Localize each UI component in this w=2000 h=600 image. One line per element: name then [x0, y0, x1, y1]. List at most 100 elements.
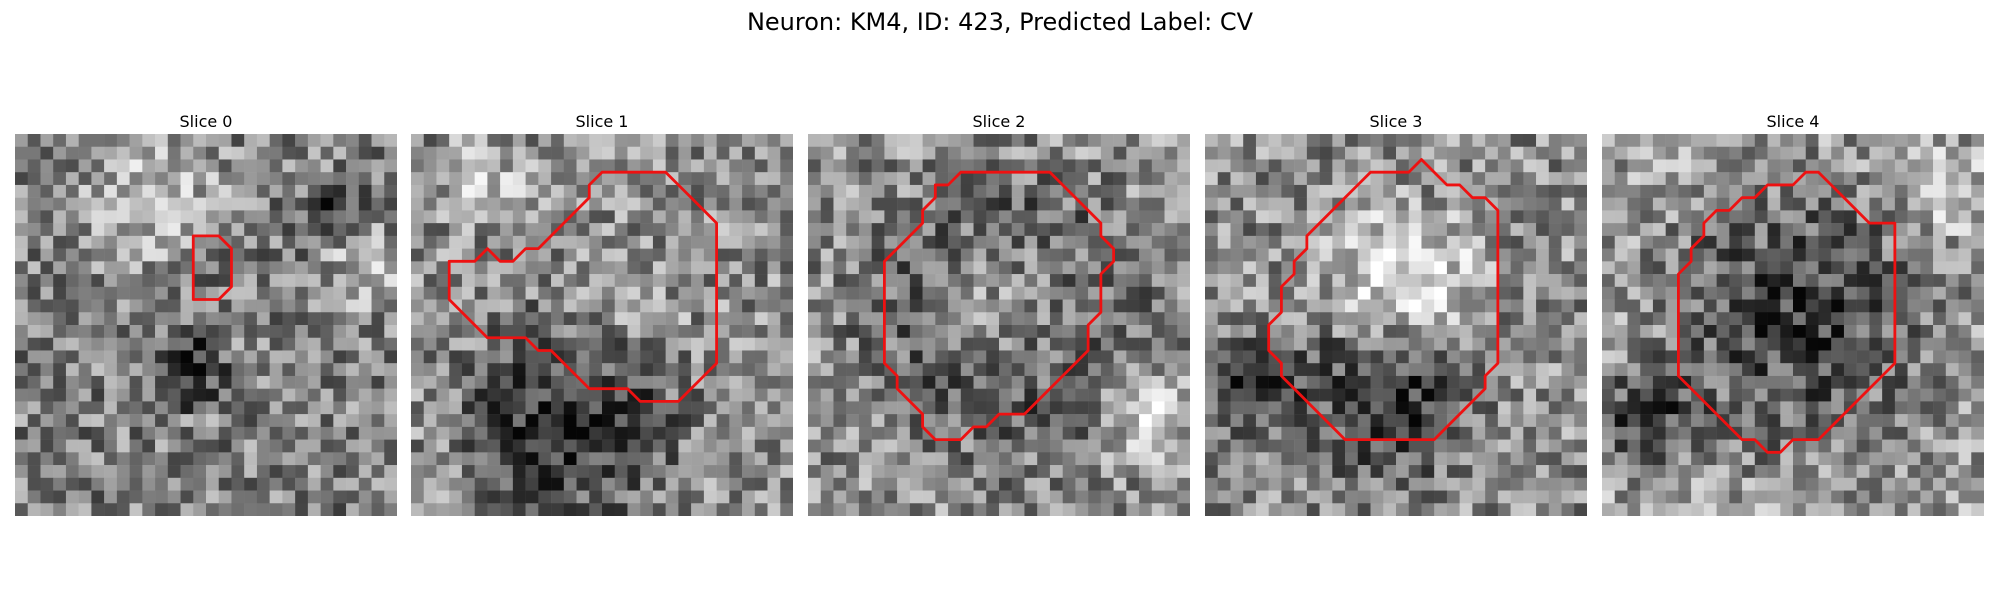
pixel: [1497, 274, 1511, 288]
pixel: [512, 184, 526, 198]
pixel: [1767, 248, 1781, 262]
pixel: [218, 350, 232, 364]
pixel: [1037, 210, 1051, 224]
pixel: [1703, 235, 1717, 249]
pixel: [474, 210, 488, 224]
pixel: [307, 159, 321, 173]
pixel: [1126, 210, 1140, 224]
pixel: [1780, 503, 1794, 516]
pixel: [1574, 439, 1587, 453]
pixel: [960, 363, 974, 377]
pixel: [1523, 172, 1537, 186]
pixel: [525, 388, 539, 402]
pixel: [563, 375, 577, 389]
pixel: [1574, 477, 1587, 491]
pixel: [15, 312, 28, 326]
pixel: [1281, 286, 1295, 300]
pixel: [384, 401, 397, 415]
pixel: [1113, 325, 1127, 338]
pixel: [1281, 477, 1295, 491]
pixel: [371, 363, 385, 377]
pixel: [1678, 223, 1692, 237]
pixel: [53, 210, 67, 224]
pixel: [1459, 477, 1473, 491]
pixel: [15, 363, 28, 377]
pixel: [884, 274, 898, 288]
pixel: [1100, 465, 1114, 479]
pixel: [231, 439, 245, 453]
pixel: [1062, 312, 1076, 326]
pixel: [640, 134, 654, 147]
pixel: [1907, 477, 1921, 491]
pixel: [282, 490, 296, 504]
pixel: [703, 159, 717, 173]
pixel: [1459, 375, 1473, 389]
pixel: [922, 375, 936, 389]
pixel: [652, 439, 666, 453]
pixel: [742, 401, 756, 415]
pixel: [1793, 146, 1806, 160]
pixel: [973, 337, 987, 351]
pixel: [1523, 375, 1537, 389]
pixel: [1920, 134, 1934, 147]
pixel: [999, 401, 1012, 415]
pixel: [1370, 312, 1384, 326]
pixel: [423, 477, 437, 491]
pixel: [320, 490, 334, 504]
pixel: [65, 503, 79, 516]
pixel: [678, 134, 692, 147]
pixel: [256, 426, 270, 440]
pixel: [652, 503, 666, 516]
pixel: [1793, 286, 1806, 300]
pixel: [1164, 388, 1178, 402]
pixel: [1958, 146, 1972, 160]
pixel: [244, 235, 258, 249]
pixel: [1243, 375, 1257, 389]
pixel: [525, 299, 539, 313]
pixel: [1602, 388, 1615, 402]
pixel: [973, 388, 987, 402]
pixel: [1652, 134, 1666, 147]
pixel: [1780, 401, 1794, 415]
pixel: [1151, 223, 1165, 237]
pixel: [665, 337, 679, 351]
pixel: [897, 503, 911, 516]
pixel: [1716, 465, 1730, 479]
pixel: [333, 248, 347, 262]
pixel: [1100, 503, 1114, 516]
pixel: [1640, 452, 1654, 466]
pixel: [15, 210, 28, 224]
pixel: [218, 197, 232, 211]
pixel: [65, 426, 79, 440]
pixel: [1703, 490, 1717, 504]
pixel: [307, 299, 321, 313]
pixel: [1217, 439, 1231, 453]
pixel: [1561, 197, 1575, 211]
pixel: [231, 375, 245, 389]
pixel: [282, 363, 296, 377]
pixel: [1907, 235, 1921, 249]
pixel: [1523, 325, 1537, 338]
pixel: [1574, 337, 1587, 351]
pixel: [1100, 146, 1114, 160]
pixel: [1357, 401, 1371, 415]
pixel: [1049, 414, 1063, 428]
pixel: [1703, 426, 1717, 440]
pixel: [193, 248, 207, 262]
pixel: [767, 312, 781, 326]
pixel: [1497, 503, 1511, 516]
pixel: [1920, 159, 1934, 173]
pixel: [1561, 184, 1575, 198]
pixel: [1920, 490, 1934, 504]
pixel: [1843, 312, 1857, 326]
pixel: [640, 337, 654, 351]
pixel: [820, 426, 834, 440]
pixel: [449, 210, 463, 224]
pixel: [1945, 146, 1959, 160]
pixel: [1561, 325, 1575, 338]
pixel: [142, 452, 156, 466]
pixel: [871, 172, 885, 186]
pixel: [206, 375, 219, 389]
pixel: [551, 172, 565, 186]
pixel: [1421, 286, 1435, 300]
